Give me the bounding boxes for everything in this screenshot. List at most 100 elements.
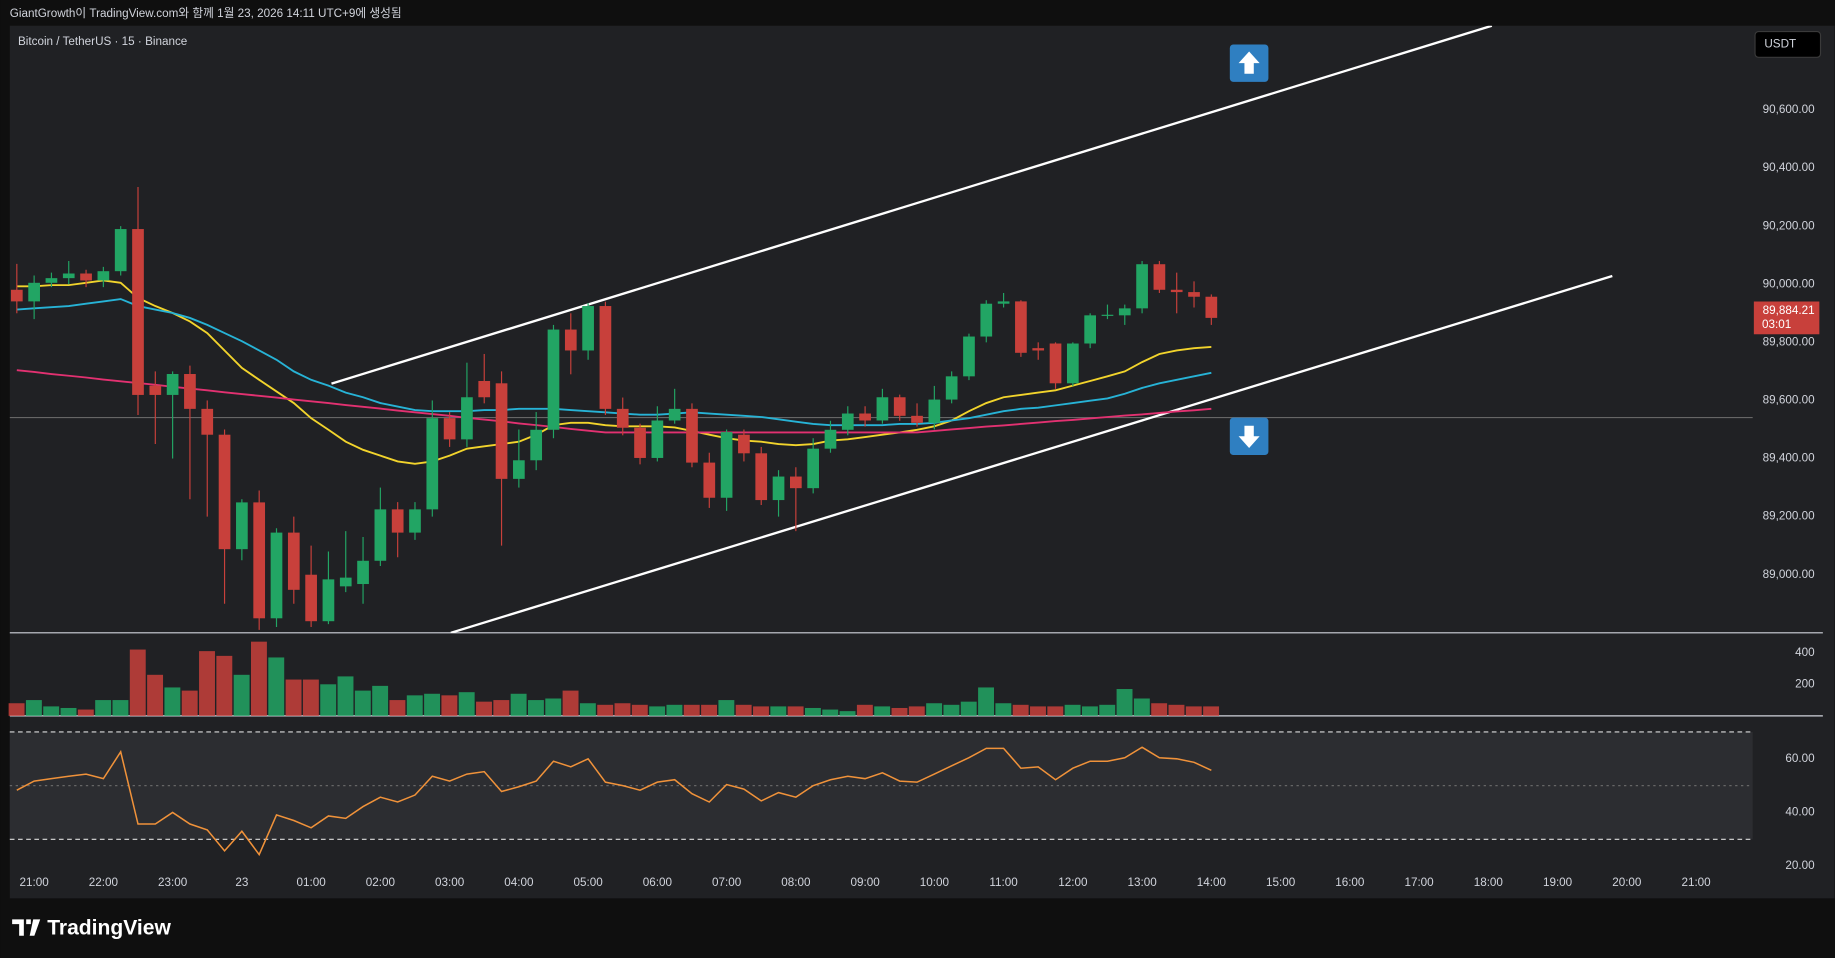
candle-body [997, 301, 1010, 304]
y-tick-label: 90,600.00 [1763, 103, 1815, 116]
down-arrow[interactable] [1229, 417, 1269, 456]
currency: USDT [1764, 38, 1796, 51]
volume-bar [995, 703, 1012, 716]
volume-bar [1047, 706, 1064, 716]
candle-body [824, 429, 837, 449]
candle-body [963, 336, 975, 377]
volume-bar [510, 693, 527, 716]
x-tick-label: 12:00 [1058, 876, 1088, 889]
x-tick-label: 06:00 [643, 876, 673, 889]
volume-bar [562, 690, 579, 716]
y-tick-label: 200 [1795, 677, 1815, 690]
volume-bar [1064, 704, 1081, 716]
y-tick-label: 89,400.00 [1763, 452, 1815, 465]
candle-body [1118, 308, 1131, 316]
volume-bar [43, 706, 60, 716]
candle-body [443, 418, 456, 440]
volume-bar [666, 704, 683, 716]
candle-body [166, 374, 179, 395]
candle-body [287, 532, 300, 590]
volume-bar [753, 706, 769, 716]
trendline[interactable] [331, 25, 1493, 385]
candle-body [97, 271, 110, 281]
candle-body [322, 579, 335, 622]
y-tick-label: 90,400.00 [1763, 161, 1815, 174]
candle-body [807, 448, 820, 489]
volume-bar [1116, 689, 1133, 716]
moving-average [16, 279, 1212, 465]
x-tick-label: 16:00 [1335, 876, 1365, 889]
candle-body [893, 397, 906, 416]
x-tick-label: 15:00 [1266, 876, 1296, 889]
candle-body [409, 509, 421, 533]
volume-bar [804, 707, 821, 716]
up-arrow[interactable] [1229, 44, 1269, 82]
volume-bar [1030, 706, 1046, 716]
volume-bar [60, 707, 77, 716]
x-tick-label: 09:00 [850, 876, 880, 889]
volume-bar [8, 703, 25, 716]
candle-body [686, 408, 698, 463]
candle-body [651, 420, 664, 458]
volume-bar [1133, 698, 1150, 716]
volume-bar [856, 704, 873, 716]
volume-bar [545, 698, 562, 716]
y-tick-label: 90,200.00 [1763, 219, 1815, 232]
volume-bar [908, 706, 925, 716]
logo-text: TradingView [47, 916, 171, 939]
volume-bar [320, 684, 337, 716]
candle-body [218, 434, 231, 550]
volume-bar [649, 706, 666, 716]
candle-body [738, 434, 750, 454]
volume-bar [95, 700, 112, 716]
y-tick-label: 89,000.00 [1763, 568, 1815, 581]
y-tick-label: 89,800.00 [1763, 335, 1815, 348]
x-tick-label: 01:00 [296, 876, 326, 889]
x-tick-label: 13:00 [1127, 876, 1157, 889]
x-tick-label: 04:00 [504, 876, 534, 889]
volume-bar [614, 703, 631, 716]
volume-bar [458, 692, 475, 716]
candle-body [547, 329, 560, 430]
x-tick-label: 02:00 [366, 876, 396, 889]
volume-bar [285, 679, 302, 716]
volume-bar [1203, 706, 1220, 716]
candle-body [1101, 314, 1114, 316]
candle-body [1066, 343, 1079, 384]
candle-body [1015, 301, 1027, 353]
volume-bar [839, 711, 856, 716]
volume-bar [718, 700, 735, 716]
volume-bar [1099, 704, 1116, 716]
x-tick-label: 05:00 [573, 876, 603, 889]
x-tick-label: 23 [235, 876, 248, 889]
volume-bar [268, 657, 285, 716]
volume-bar [874, 706, 891, 716]
x-tick-label: 14:00 [1197, 876, 1227, 889]
y-tick-label: 20.00 [1785, 859, 1815, 872]
candle-body [132, 229, 144, 395]
volume-bar [926, 703, 943, 716]
x-tick-label: 10:00 [920, 876, 950, 889]
volume-bar [701, 704, 718, 716]
candle-body [495, 383, 508, 479]
candle-body [599, 306, 612, 409]
candle-body [720, 432, 733, 498]
volume-bar [527, 700, 544, 716]
y-tick-label: 60.00 [1785, 752, 1815, 765]
candle-body [184, 374, 196, 409]
y-tick-label: 90,000.00 [1763, 277, 1815, 290]
header: GiantGrowth이 TradingView.com와 함께 1월 23, … [10, 7, 402, 20]
candle-body [1032, 348, 1045, 351]
candle-body [634, 427, 646, 458]
volume-bar [943, 704, 960, 716]
candle-body [616, 408, 629, 428]
candle-body [859, 413, 871, 421]
candle-body [114, 229, 127, 272]
volume-bar [441, 695, 458, 716]
currency-box[interactable] [1754, 30, 1822, 58]
candle-body [236, 502, 248, 550]
volume-bar [199, 651, 215, 716]
trendline[interactable] [450, 274, 1613, 633]
y-tick-label: 89,600.00 [1763, 394, 1815, 407]
